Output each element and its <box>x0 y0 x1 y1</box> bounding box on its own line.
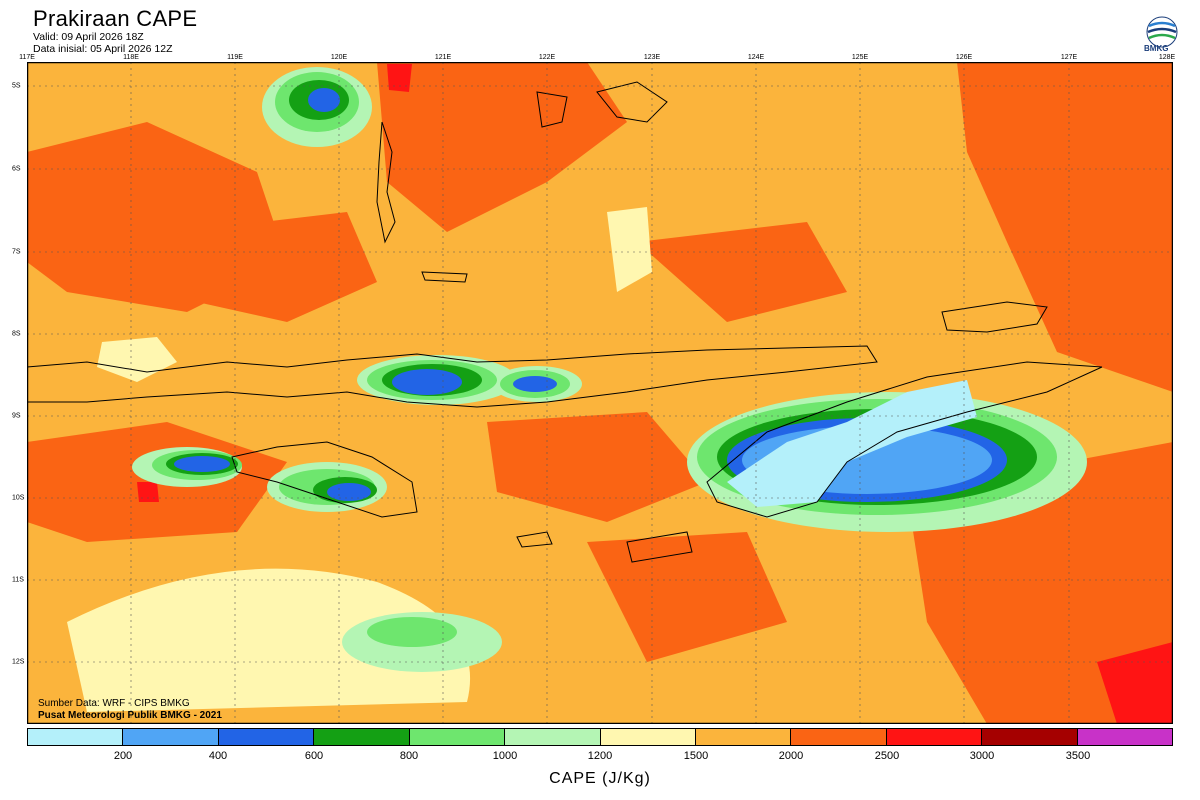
colorbar-tick: 2000 <box>778 750 804 762</box>
lon-label: 128E <box>1158 54 1176 61</box>
colorbar-tick: 3500 <box>1065 750 1091 762</box>
lon-label: 121E <box>434 54 452 61</box>
colorbar-tick: 2500 <box>874 750 900 762</box>
lat-label: 7S <box>12 248 21 256</box>
colorbar-swatch <box>123 729 219 745</box>
colorbar-swatch <box>791 729 887 745</box>
colorbar-tick: 600 <box>304 750 324 762</box>
lon-label: 120E <box>330 54 348 61</box>
colorbar-tick: 800 <box>399 750 419 762</box>
init-time: Data inisial: 05 April 2026 12Z <box>33 43 173 55</box>
data-source: Sumber Data: WRF - CIPS BMKG <box>38 698 190 709</box>
colorbar-swatch <box>1077 729 1173 745</box>
lon-label: 127E <box>1060 54 1078 61</box>
cape-map <box>27 62 1173 724</box>
colorbar-tick: 1500 <box>683 750 709 762</box>
lat-label: 11S <box>12 576 24 584</box>
colorbar-tick: 3000 <box>969 750 995 762</box>
colorbar-swatch <box>695 729 792 745</box>
lon-label: 122E <box>538 54 556 61</box>
publisher: Pusat Meteorologi Publik BMKG - 2021 <box>38 710 222 721</box>
colorbar-swatch <box>28 729 124 745</box>
lon-label: 118E <box>123 54 139 61</box>
colorbar-swatch <box>314 729 410 745</box>
lat-label: 6S <box>12 165 21 173</box>
logo-label: BMKG <box>1144 44 1169 53</box>
lat-label: 9S <box>12 412 21 420</box>
colorbar-tick: 400 <box>208 750 228 762</box>
lat-label: 12S <box>12 658 25 666</box>
bmkg-logo-icon <box>1146 16 1178 48</box>
valid-time: Valid: 09 April 2026 18Z <box>33 31 144 43</box>
colorbar-tick: 1200 <box>587 750 613 762</box>
lat-label: 10S <box>12 494 25 502</box>
map-title: Prakiraan CAPE <box>33 6 198 31</box>
colorbar-swatch <box>886 729 983 745</box>
lat-label: 8S <box>12 330 21 338</box>
colorbar-swatch <box>218 729 315 745</box>
colorbar-swatch <box>505 729 601 745</box>
colorbar-swatch <box>982 729 1078 745</box>
lon-label: 119E <box>227 54 243 61</box>
lon-label: 124E <box>747 54 765 61</box>
colorbar-swatch <box>600 729 696 745</box>
lat-label: 5S <box>12 82 21 90</box>
colorbar-swatch <box>409 729 506 745</box>
lon-label: 125E <box>851 54 869 61</box>
lon-label: 126E <box>955 54 973 61</box>
colorbar-tick: 200 <box>113 750 133 762</box>
colorbar-tick: 1000 <box>492 750 518 762</box>
lon-label: 123E <box>643 54 661 61</box>
colorbar-label: CAPE (J/Kg) <box>549 770 651 787</box>
lon-label: 117E <box>19 54 35 61</box>
colorbar <box>27 728 1173 746</box>
